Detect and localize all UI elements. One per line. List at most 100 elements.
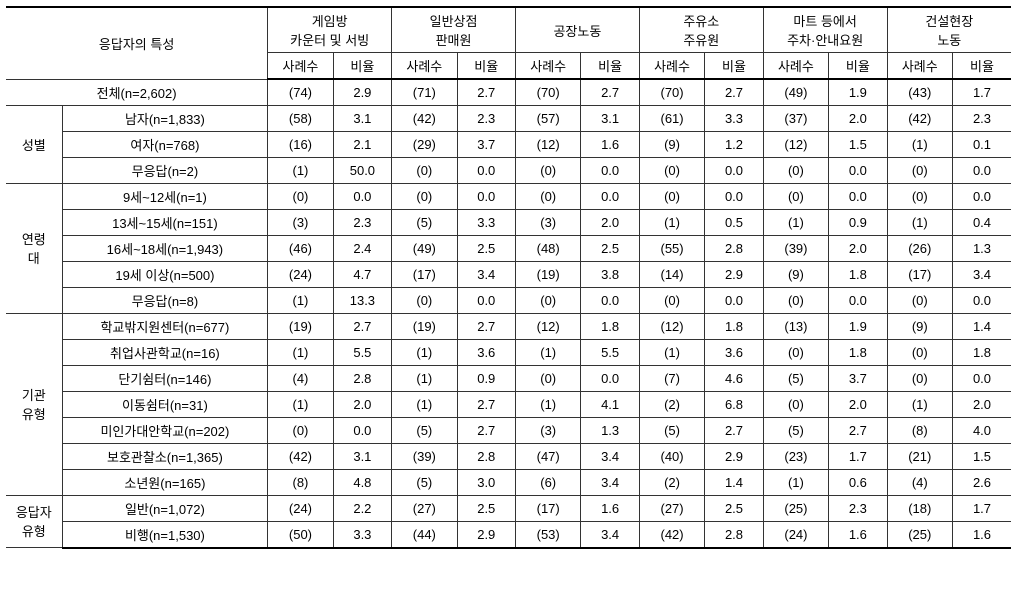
cell-rate: 0.0 bbox=[457, 157, 515, 183]
header-group-1: 일반상점판매원 bbox=[392, 7, 516, 53]
cell-rate: 3.8 bbox=[581, 261, 639, 287]
cell-count: (5) bbox=[763, 365, 828, 391]
cell-count: (9) bbox=[639, 131, 704, 157]
cell-rate: 3.4 bbox=[457, 261, 515, 287]
cell-rate: 0.4 bbox=[953, 209, 1012, 235]
data-table: 응답자의 특성 게임방카운터 및 서빙 일반상점판매원 공장노동 주유소주유원 … bbox=[6, 6, 1011, 549]
cell-count: (1) bbox=[268, 339, 333, 365]
cell-rate: 1.8 bbox=[705, 313, 763, 339]
cell-count: (5) bbox=[392, 209, 457, 235]
header-sub-count: 사례수 bbox=[515, 53, 580, 80]
row-label: 13세~15세(n=151) bbox=[62, 209, 268, 235]
row-label: 학교밖지원센터(n=677) bbox=[62, 313, 268, 339]
cell-rate: 2.9 bbox=[457, 521, 515, 548]
cell-count: (0) bbox=[639, 157, 704, 183]
cell-rate: 2.7 bbox=[705, 79, 763, 105]
header-sub-rate: 비율 bbox=[457, 53, 515, 80]
row-label: 비행(n=1,530) bbox=[62, 521, 268, 548]
row-label: 전체(n=2,602) bbox=[6, 79, 268, 105]
cell-rate: 3.7 bbox=[457, 131, 515, 157]
cell-rate: 1.4 bbox=[953, 313, 1012, 339]
cell-rate: 2.7 bbox=[457, 313, 515, 339]
cell-count: (3) bbox=[515, 209, 580, 235]
cell-count: (4) bbox=[268, 365, 333, 391]
cell-count: (27) bbox=[392, 495, 457, 521]
cell-count: (12) bbox=[639, 313, 704, 339]
cell-count: (70) bbox=[639, 79, 704, 105]
header-sub-count: 사례수 bbox=[639, 53, 704, 80]
cell-count: (1) bbox=[887, 209, 952, 235]
cell-rate: 1.8 bbox=[829, 261, 887, 287]
cell-rate: 3.4 bbox=[953, 261, 1012, 287]
cell-rate: 2.1 bbox=[333, 131, 391, 157]
cell-rate: 2.7 bbox=[829, 417, 887, 443]
cell-count: (55) bbox=[639, 235, 704, 261]
cell-count: (1) bbox=[515, 391, 580, 417]
cell-count: (0) bbox=[887, 183, 952, 209]
cell-count: (24) bbox=[763, 521, 828, 548]
cell-count: (9) bbox=[887, 313, 952, 339]
row-label: 9세~12세(n=1) bbox=[62, 183, 268, 209]
cell-rate: 1.9 bbox=[829, 79, 887, 105]
cell-rate: 3.6 bbox=[457, 339, 515, 365]
cell-count: (3) bbox=[268, 209, 333, 235]
header-sub-rate: 비율 bbox=[705, 53, 763, 80]
header-sub-count: 사례수 bbox=[763, 53, 828, 80]
cell-count: (0) bbox=[392, 183, 457, 209]
cell-rate: 1.8 bbox=[953, 339, 1012, 365]
cell-count: (46) bbox=[268, 235, 333, 261]
cell-rate: 2.0 bbox=[829, 105, 887, 131]
cell-rate: 2.6 bbox=[953, 469, 1012, 495]
cell-rate: 2.0 bbox=[333, 391, 391, 417]
cell-rate: 2.3 bbox=[457, 105, 515, 131]
group-label: 연령대 bbox=[6, 183, 62, 313]
cell-count: (25) bbox=[887, 521, 952, 548]
cell-rate: 0.0 bbox=[581, 183, 639, 209]
cell-count: (12) bbox=[515, 313, 580, 339]
header-sub-rate: 비율 bbox=[953, 53, 1012, 80]
cell-rate: 3.4 bbox=[581, 469, 639, 495]
row-label: 미인가대안학교(n=202) bbox=[62, 417, 268, 443]
cell-rate: 1.6 bbox=[829, 521, 887, 548]
cell-count: (17) bbox=[887, 261, 952, 287]
cell-count: (16) bbox=[268, 131, 333, 157]
cell-rate: 2.3 bbox=[953, 105, 1012, 131]
cell-rate: 2.8 bbox=[705, 235, 763, 261]
table-row: 미인가대안학교(n=202)(0)0.0(5)2.7(3)1.3(5)2.7(5… bbox=[6, 417, 1011, 443]
cell-count: (5) bbox=[392, 469, 457, 495]
cell-rate: 2.5 bbox=[581, 235, 639, 261]
cell-count: (1) bbox=[639, 209, 704, 235]
cell-count: (1) bbox=[887, 391, 952, 417]
cell-count: (5) bbox=[392, 417, 457, 443]
cell-rate: 4.1 bbox=[581, 391, 639, 417]
cell-count: (1) bbox=[763, 469, 828, 495]
cell-rate: 2.9 bbox=[705, 443, 763, 469]
cell-count: (17) bbox=[515, 495, 580, 521]
cell-rate: 2.7 bbox=[457, 79, 515, 105]
cell-rate: 0.0 bbox=[457, 183, 515, 209]
table-row: 보호관찰소(n=1,365)(42)3.1(39)2.8(47)3.4(40)2… bbox=[6, 443, 1011, 469]
cell-rate: 0.0 bbox=[705, 287, 763, 313]
table-row: 19세 이상(n=500)(24)4.7(17)3.4(19)3.8(14)2.… bbox=[6, 261, 1011, 287]
cell-count: (12) bbox=[763, 131, 828, 157]
cell-count: (1) bbox=[392, 391, 457, 417]
table-header: 응답자의 특성 게임방카운터 및 서빙 일반상점판매원 공장노동 주유소주유원 … bbox=[6, 7, 1011, 79]
cell-count: (0) bbox=[639, 183, 704, 209]
cell-rate: 0.0 bbox=[581, 287, 639, 313]
cell-count: (42) bbox=[268, 443, 333, 469]
cell-count: (21) bbox=[887, 443, 952, 469]
cell-count: (8) bbox=[268, 469, 333, 495]
cell-rate: 3.1 bbox=[581, 105, 639, 131]
header-group-5: 건설현장노동 bbox=[887, 7, 1011, 53]
cell-rate: 0.0 bbox=[829, 157, 887, 183]
cell-rate: 0.0 bbox=[953, 287, 1012, 313]
cell-count: (1) bbox=[392, 339, 457, 365]
cell-rate: 6.8 bbox=[705, 391, 763, 417]
cell-count: (39) bbox=[392, 443, 457, 469]
header-sub-count: 사례수 bbox=[392, 53, 457, 80]
cell-count: (70) bbox=[515, 79, 580, 105]
cell-rate: 2.5 bbox=[457, 235, 515, 261]
cell-count: (5) bbox=[763, 417, 828, 443]
cell-rate: 3.1 bbox=[333, 443, 391, 469]
row-label: 소년원(n=165) bbox=[62, 469, 268, 495]
